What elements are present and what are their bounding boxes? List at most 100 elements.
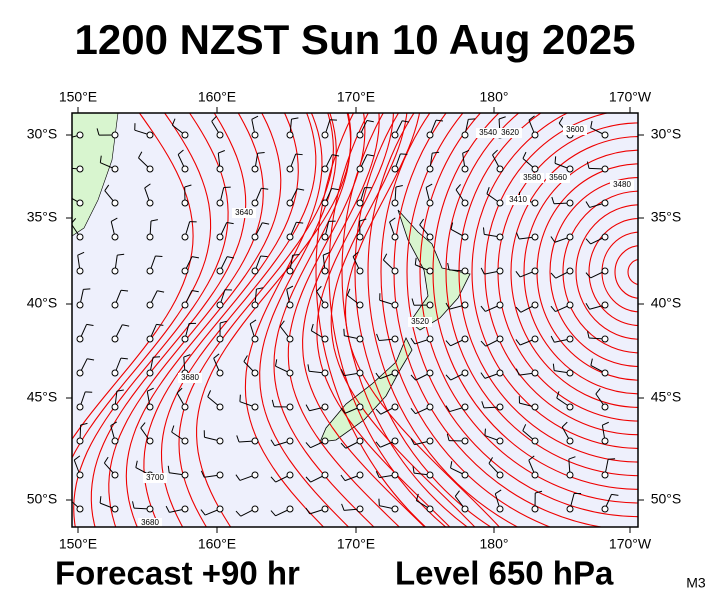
barb-flag [522,424,527,431]
barb-station [216,369,224,377]
contour-line [178,113,334,527]
contour-line [315,113,427,527]
barb-flag [262,222,270,225]
barb-flag [412,466,415,474]
barb-flag [61,133,65,139]
lon-label: 180° [480,89,509,105]
barb-station [601,471,609,479]
barb-station [76,437,84,445]
barb-flag [249,319,257,325]
contour-line [160,113,317,527]
barb-flag [171,118,176,126]
barb-station [76,199,84,207]
barb-station [426,335,434,343]
barb-station [531,437,539,445]
contour-line [259,113,350,527]
contour-line [73,113,229,527]
barb-flag [550,335,555,343]
barb-flag [144,183,151,189]
lon-label: 170°W [609,536,652,552]
barb-station [251,369,259,377]
barb-flag [157,290,165,293]
barb-station [286,131,294,139]
barb-flag [122,324,130,327]
barb-flag [236,435,240,443]
barb-flag [155,255,163,257]
barb-flag [270,510,276,517]
barb-station [321,369,329,377]
barb-flag [482,227,485,235]
barb-station [531,165,539,173]
barb-station [111,471,119,479]
barb-flag [73,455,81,461]
barb-station [111,369,119,377]
barb-flag [96,128,100,136]
lat-label: 35°S [27,209,58,225]
barb-station [251,403,259,411]
barb-flag [291,117,299,120]
barb-flag [522,151,527,159]
barb-flag [340,369,345,376]
barb-station [531,233,539,241]
barb-station [496,471,504,479]
barb-station [146,165,154,173]
contour-label-box [563,125,587,135]
barb-flag [359,218,367,222]
barb-station [181,301,189,309]
barb-station [461,471,469,479]
lon-label: 180° [480,536,509,552]
level-label: Level 650 hPa [395,555,614,592]
barb-station [356,301,364,309]
barb-station [216,437,224,445]
contour-label: 3680 [181,373,199,382]
contour-line [575,204,638,340]
barb-station [391,233,399,241]
barb-station [286,471,294,479]
barb-flag [177,149,184,155]
barb-station [181,233,189,241]
barb-station [216,471,224,479]
contour-label: 3700 [146,473,164,482]
barb-flag [561,421,568,428]
barb-flag [415,493,419,501]
barb-station [76,233,84,241]
barb-flag [322,252,330,256]
barb-station [391,165,399,173]
barb-flag [243,355,248,362]
barb-flag [235,474,241,481]
barb-station [496,403,504,411]
barb-flag [297,188,305,191]
contour-line [196,113,352,527]
barb-flag [213,353,220,359]
barb-flag [366,120,374,123]
barb-flag [445,405,451,412]
barb-flag [295,153,303,156]
contour-line [316,113,451,527]
barb-station [391,471,399,479]
australia-land [72,113,119,237]
barb-station [146,335,154,343]
barb-station [321,165,329,173]
barb-station [76,165,84,173]
barb-flag [590,120,593,128]
barb-station [286,165,294,173]
barb-station [461,403,469,411]
barb-station [356,233,364,241]
barb-station [181,199,189,207]
barb-station [531,403,539,411]
barb-station [496,335,504,343]
barb-flag [554,156,557,164]
barb-flag [411,298,415,306]
lat-label: 45°S [27,389,58,405]
barb-flag [366,154,374,157]
barb-flag [200,509,206,516]
lon-label: 160°E [198,89,236,105]
barb-station [391,335,399,343]
barb-flag [414,257,417,265]
barb-flag [110,421,118,426]
contour-label-box [506,195,530,205]
barb-flag [410,438,415,445]
contour-line [72,113,194,441]
barb-station [601,335,609,343]
barb-flag [445,374,451,381]
